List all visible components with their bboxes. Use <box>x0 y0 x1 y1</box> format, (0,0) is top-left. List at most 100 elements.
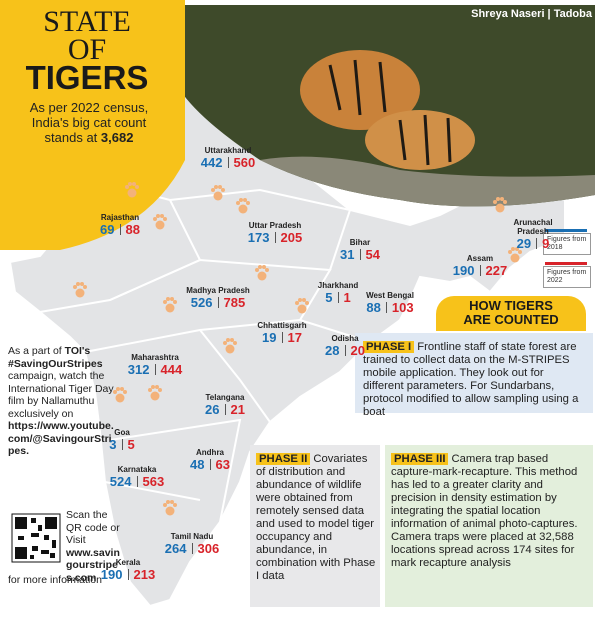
header-title: STATE OF TIGERS <box>12 5 162 96</box>
title-strong: TIGERS <box>25 59 149 96</box>
separator <box>191 543 193 554</box>
count-2022: 205 <box>280 230 303 245</box>
paw-pad <box>258 265 262 269</box>
tiger <box>365 110 475 170</box>
state-label: Madhya Pradesh 526 785 <box>163 286 273 310</box>
separator <box>224 404 226 415</box>
title-line: STATE <box>43 5 131 38</box>
paw-print <box>148 385 162 401</box>
state-name: Rajasthan <box>100 213 140 222</box>
state-label: West Bengal 88 103 <box>335 291 445 315</box>
count-2018: 190 <box>452 263 475 278</box>
paw-pad <box>298 298 302 302</box>
paw-pad <box>305 301 309 305</box>
heading-line: HOW TIGERS <box>469 298 553 313</box>
note-text: As a part of <box>8 345 62 357</box>
paw-pad <box>238 204 248 214</box>
note-link: https://www.youtube.com/@SavingourStripe… <box>8 420 114 457</box>
paw-pad <box>155 220 165 230</box>
separator <box>536 238 538 249</box>
count-2018: 524 <box>109 474 132 489</box>
state-label: Chhattisgarh 19 17 <box>227 321 337 345</box>
photo-rock <box>260 156 595 207</box>
count-2018: 5 <box>325 290 333 305</box>
count-2018: 69 <box>100 222 115 237</box>
state-values: 173 205 <box>220 230 330 245</box>
paw-pad <box>170 500 174 504</box>
count-2022: 9 <box>542 236 550 251</box>
state-values: 31 54 <box>305 247 415 262</box>
paw-pad <box>153 217 157 221</box>
heading-line: ARE COUNTED <box>463 312 559 327</box>
separator <box>154 364 156 375</box>
paw-pad <box>127 188 137 198</box>
phase2-box <box>250 445 380 607</box>
phase-3: PHASE III Camera trap based capture-mark-… <box>385 449 593 574</box>
paw-pad <box>173 300 177 304</box>
paw-pad <box>265 268 269 272</box>
paw-pad <box>156 214 160 218</box>
paw-pad <box>75 288 85 298</box>
paw-pad <box>211 188 215 192</box>
note-text: campaign, watch the International Tiger … <box>8 370 114 420</box>
paw-print <box>73 282 87 298</box>
paw-pad <box>166 500 170 504</box>
count-2022: 227 <box>485 263 508 278</box>
state-name: Uttar Pradesh <box>248 221 302 230</box>
paw-pad <box>151 385 155 389</box>
paw-pad <box>511 247 515 251</box>
state-values: 526 785 <box>163 295 273 310</box>
separator <box>385 302 387 313</box>
paw-pad <box>158 388 162 392</box>
state-name: Andhra <box>196 448 224 457</box>
paw-pad <box>116 387 120 391</box>
tiger-stripes <box>328 59 452 166</box>
count-2018: 31 <box>340 247 355 262</box>
phase-label: PHASE I <box>363 341 415 353</box>
state-values: 190 213 <box>73 567 183 582</box>
paw-pad <box>223 341 227 345</box>
state-name: Karnataka <box>117 465 157 474</box>
state-label: Maharashtra 312 444 <box>100 353 210 377</box>
phase-text: Frontline staff of state forest are trai… <box>363 341 579 418</box>
state-label: Assam 190 227 <box>425 254 535 278</box>
paw-pad <box>163 217 167 221</box>
state-values: 442 560 <box>173 155 283 170</box>
count-2022: 88 <box>125 222 140 237</box>
count-2018: 190 <box>100 567 123 582</box>
paw-pad <box>239 198 243 202</box>
note-text: for more information <box>8 574 102 586</box>
state-values: 312 444 <box>100 362 210 377</box>
state-name: Madhya Pradesh <box>186 286 250 295</box>
state-name: Tamil Nadu <box>170 532 214 541</box>
legend-swatch-2022 <box>545 262 587 265</box>
paw-pad <box>83 285 87 289</box>
separator <box>479 265 481 276</box>
paw-pad <box>128 182 132 186</box>
paw-pad <box>233 341 237 345</box>
paw-pad <box>150 391 160 401</box>
phase-text: Covariates of distribution and abundance… <box>256 453 376 582</box>
note-link: www.savingourstripes.com <box>66 546 120 584</box>
count-2018: 264 <box>164 541 187 556</box>
phase-2: PHASE II Covariates of distribution and a… <box>250 449 382 587</box>
count-2022: 103 <box>391 300 414 315</box>
phase-1: PHASE I Frontline staff of state forest a… <box>357 337 593 423</box>
section-heading: HOW TIGERS ARE COUNTED <box>436 296 586 331</box>
note-strong: TOI's #SavingOurStripes <box>8 345 103 370</box>
legend-2022: Figures from 2022 <box>543 266 591 288</box>
paw-pad <box>515 247 519 251</box>
state-name: Arunachal Pradesh <box>513 218 553 236</box>
count-2022: 785 <box>223 295 246 310</box>
count-2022: 213 <box>133 567 156 582</box>
qr-note: Scan the QR code or Visit www.savingours… <box>66 509 122 584</box>
paw-print <box>223 338 237 354</box>
count-2022: 563 <box>142 474 165 489</box>
phase3-box <box>385 445 593 607</box>
state-values: 88 103 <box>335 300 445 315</box>
count-2018: 173 <box>247 230 270 245</box>
paw-print <box>163 297 177 313</box>
paw-pad <box>225 344 235 354</box>
